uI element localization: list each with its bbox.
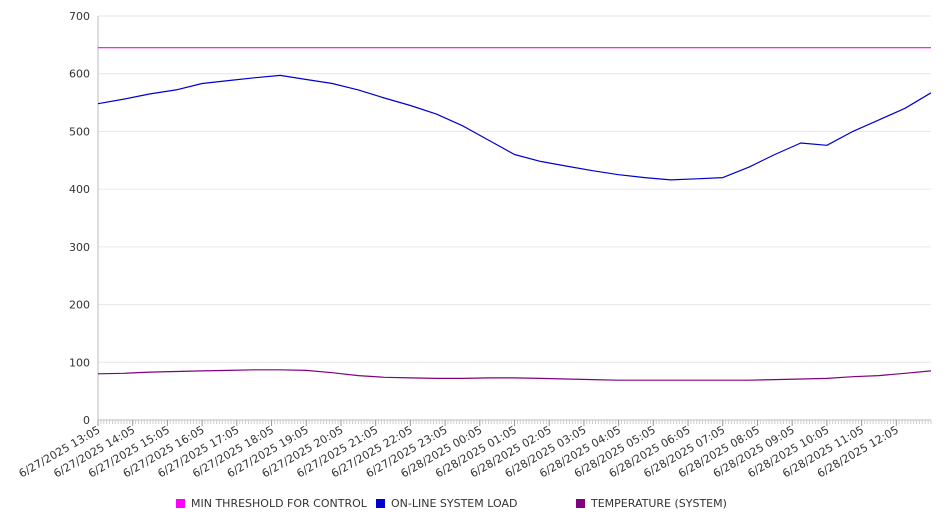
- legend-label-online-load: ON-LINE SYSTEM LOAD: [391, 497, 518, 510]
- legend-swatch-online-load: [376, 499, 385, 508]
- y-tick-label: 600: [69, 68, 90, 81]
- axes: [97, 16, 932, 426]
- series-lines: [97, 47, 932, 381]
- legend-label-min-threshold: MIN THRESHOLD FOR CONTROL: [191, 497, 367, 510]
- y-tick-label: 0: [83, 414, 90, 427]
- series-line-online-load: [97, 74, 932, 181]
- legend-item-online-load: ON-LINE SYSTEM LOAD: [376, 497, 517, 510]
- legend-swatch-temperature: [576, 499, 585, 508]
- y-tick-label: 500: [69, 125, 90, 138]
- x-tick-labels: 6/27/2025 13:056/27/2025 14:056/27/2025 …: [17, 423, 901, 480]
- y-tick-label: 200: [69, 299, 90, 312]
- legend-label-temperature: TEMPERATURE (SYSTEM): [591, 497, 727, 510]
- y-tick-labels: 0 100 200 300 400 500 600 700: [69, 10, 90, 427]
- grid-lines: [98, 15, 931, 421]
- y-tick-label: 100: [69, 356, 90, 369]
- series-line-temperature: [97, 369, 932, 381]
- y-tick-label: 400: [69, 183, 90, 196]
- y-tick-label: 300: [69, 241, 90, 254]
- y-tick-label: 700: [69, 10, 90, 23]
- legend-item-min-threshold: MIN THRESHOLD FOR CONTROL: [176, 497, 367, 510]
- legend: MIN THRESHOLD FOR CONTROL ON-LINE SYSTEM…: [0, 497, 946, 515]
- legend-swatch-min-threshold: [176, 499, 185, 508]
- legend-item-temperature: TEMPERATURE (SYSTEM): [576, 497, 727, 510]
